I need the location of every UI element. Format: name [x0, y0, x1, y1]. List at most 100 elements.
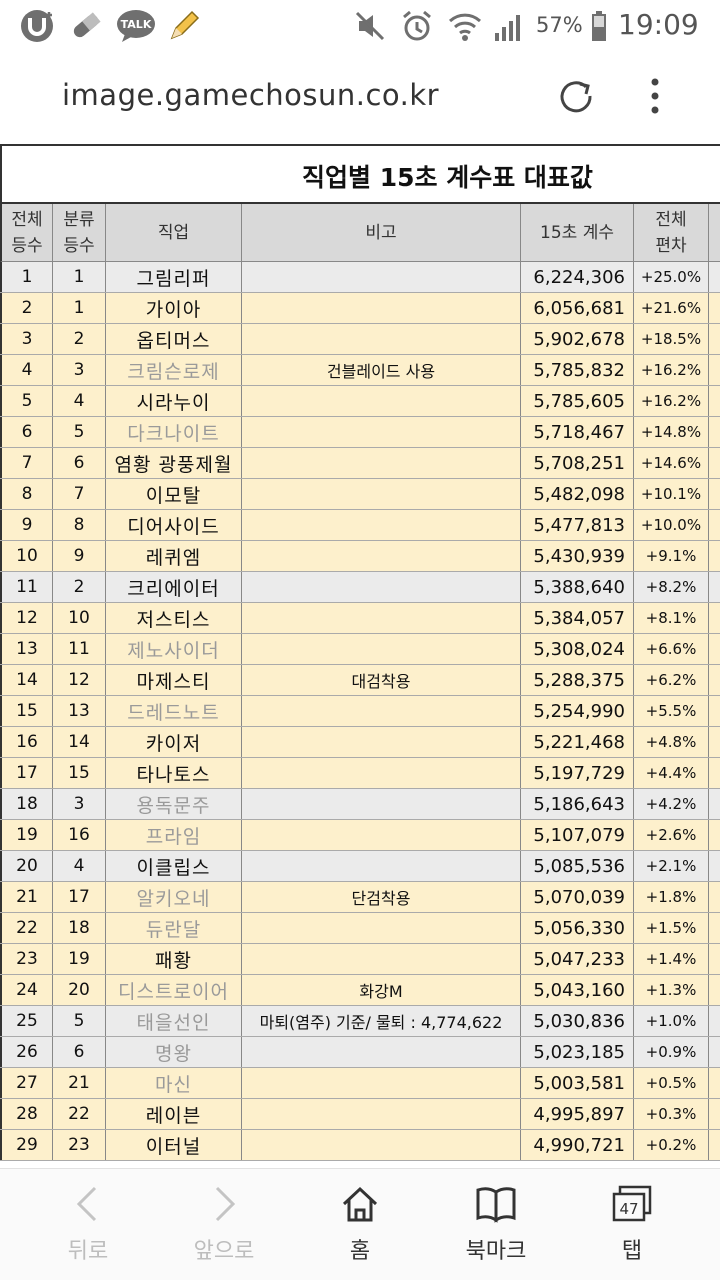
- home-button[interactable]: 홈: [288, 1169, 432, 1280]
- job-cell: 디어사이드: [106, 510, 242, 540]
- deviation-cell: +10.1%: [634, 479, 709, 509]
- coefficient-cell: 5,221,468: [521, 727, 634, 757]
- header-deviation: 전체 편차: [634, 204, 709, 262]
- overall-rank-cell: 12: [0, 603, 53, 633]
- overall-rank-cell: 3: [0, 324, 53, 354]
- overflow-cell: [709, 541, 720, 571]
- svg-text:47: 47: [619, 1200, 638, 1218]
- deviation-cell: +0.3%: [634, 1099, 709, 1129]
- coefficient-cell: 5,718,467: [521, 417, 634, 447]
- overflow-cell: [709, 386, 720, 416]
- coefficient-cell: 5,708,251: [521, 448, 634, 478]
- overall-rank-cell: 16: [0, 727, 53, 757]
- note-cell: [242, 603, 521, 633]
- job-cell: 크림슨로제: [106, 355, 242, 385]
- category-rank-cell: 20: [53, 975, 106, 1005]
- table-row: 16 14 카이저 5,221,468 +4.8%: [0, 727, 720, 758]
- job-cell: 시라누이: [106, 386, 242, 416]
- category-rank-cell: 5: [53, 417, 106, 447]
- category-rank-cell: 11: [53, 634, 106, 664]
- job-cell: 드레드노트: [106, 696, 242, 726]
- category-rank-cell: 5: [53, 1006, 106, 1036]
- note-cell: [242, 417, 521, 447]
- category-rank-cell: 21: [53, 1068, 106, 1098]
- bookmarks-button[interactable]: 북마크: [424, 1169, 568, 1280]
- deviation-cell: +1.3%: [634, 975, 709, 1005]
- overall-rank-cell: 28: [0, 1099, 53, 1129]
- deviation-cell: +1.5%: [634, 913, 709, 943]
- deviation-cell: +0.2%: [634, 1130, 709, 1160]
- tabs-button[interactable]: 47 탭: [560, 1169, 704, 1280]
- reload-icon[interactable]: [556, 76, 596, 116]
- note-cell: 마퇴(염주) 기준/ 물퇴 : 4,774,622: [242, 1006, 521, 1036]
- coefficient-cell: 5,197,729: [521, 758, 634, 788]
- category-rank-cell: 6: [53, 1037, 106, 1067]
- job-cell: 태을선인: [106, 1006, 242, 1036]
- note-cell: [242, 324, 521, 354]
- table-row: 26 6 명왕 5,023,185 +0.9%: [0, 1037, 720, 1068]
- coefficient-cell: 6,224,306: [521, 262, 634, 292]
- note-cell: [242, 727, 521, 757]
- coefficient-cell: 5,186,643: [521, 789, 634, 819]
- overall-rank-cell: 21: [0, 882, 53, 912]
- table-row: 21 17 알키오네 단검착용 5,070,039 +1.8%: [0, 882, 720, 913]
- job-cell: 그림리퍼: [106, 262, 242, 292]
- coefficient-cell: 5,388,640: [521, 572, 634, 602]
- bookmarks-label: 북마크: [465, 1239, 527, 1264]
- home-label: 홈: [349, 1239, 371, 1264]
- chevron-left-icon: [63, 1181, 113, 1227]
- coefficient-cell: 5,430,939: [521, 541, 634, 571]
- note-cell: [242, 696, 521, 726]
- overflow-cell: [709, 1099, 720, 1129]
- alarm-icon: [398, 8, 436, 44]
- overall-rank-cell: 14: [0, 665, 53, 695]
- job-cell: 마신: [106, 1068, 242, 1098]
- deviation-cell: +16.2%: [634, 355, 709, 385]
- job-cell: 디스트로이어: [106, 975, 242, 1005]
- web-content[interactable]: 직업별 15초 계수표 대표값 전체 등수 분류 등수 직업 비고 15초 계수…: [0, 144, 720, 1168]
- table-row: 9 8 디어사이드 5,477,813 +10.0%: [0, 510, 720, 541]
- table-row: 20 4 이클립스 5,085,536 +2.1%: [0, 851, 720, 882]
- overall-rank-cell: 26: [0, 1037, 53, 1067]
- overflow-cell: [709, 293, 720, 323]
- url-field[interactable]: image.gamechosun.co.kr: [62, 78, 440, 112]
- tabs-icon: 47: [607, 1181, 657, 1227]
- coefficient-cell: 4,995,897: [521, 1099, 634, 1129]
- back-button[interactable]: 뒤로: [16, 1169, 160, 1280]
- overflow-cell: [709, 572, 720, 602]
- deviation-cell: +2.1%: [634, 851, 709, 881]
- note-cell: 단검착용: [242, 882, 521, 912]
- category-rank-cell: 19: [53, 944, 106, 974]
- category-rank-cell: 2: [53, 324, 106, 354]
- coefficient-cell: 5,023,185: [521, 1037, 634, 1067]
- table-row: 18 3 용독문주 5,186,643 +4.2%: [0, 789, 720, 820]
- job-cell: 듀란달: [106, 913, 242, 943]
- note-cell: [242, 1099, 521, 1129]
- overall-rank-cell: 23: [0, 944, 53, 974]
- overflow-cell: [709, 665, 720, 695]
- overall-rank-cell: 11: [0, 572, 53, 602]
- status-bar: TALK: [0, 0, 720, 52]
- wifi-icon: [446, 8, 484, 44]
- category-rank-cell: 22: [53, 1099, 106, 1129]
- category-rank-cell: 3: [53, 355, 106, 385]
- category-rank-cell: 13: [53, 696, 106, 726]
- deviation-cell: +25.0%: [634, 262, 709, 292]
- overflow-cell: [709, 417, 720, 447]
- category-rank-cell: 12: [53, 665, 106, 695]
- category-rank-cell: 16: [53, 820, 106, 850]
- overflow-cell: [709, 324, 720, 354]
- deviation-cell: +0.9%: [634, 1037, 709, 1067]
- forward-button[interactable]: 앞으로: [152, 1169, 296, 1280]
- job-cell: 염황 광풍제월: [106, 448, 242, 478]
- overflow-cell: [709, 696, 720, 726]
- overall-rank-cell: 19: [0, 820, 53, 850]
- more-menu-icon[interactable]: [640, 74, 670, 118]
- overall-rank-cell: 6: [0, 417, 53, 447]
- coefficient-cell: 5,030,836: [521, 1006, 634, 1036]
- coefficient-cell: 5,785,605: [521, 386, 634, 416]
- deviation-cell: +2.6%: [634, 820, 709, 850]
- job-cell: 다크나이트: [106, 417, 242, 447]
- note-cell: [242, 758, 521, 788]
- mute-icon: [352, 8, 388, 44]
